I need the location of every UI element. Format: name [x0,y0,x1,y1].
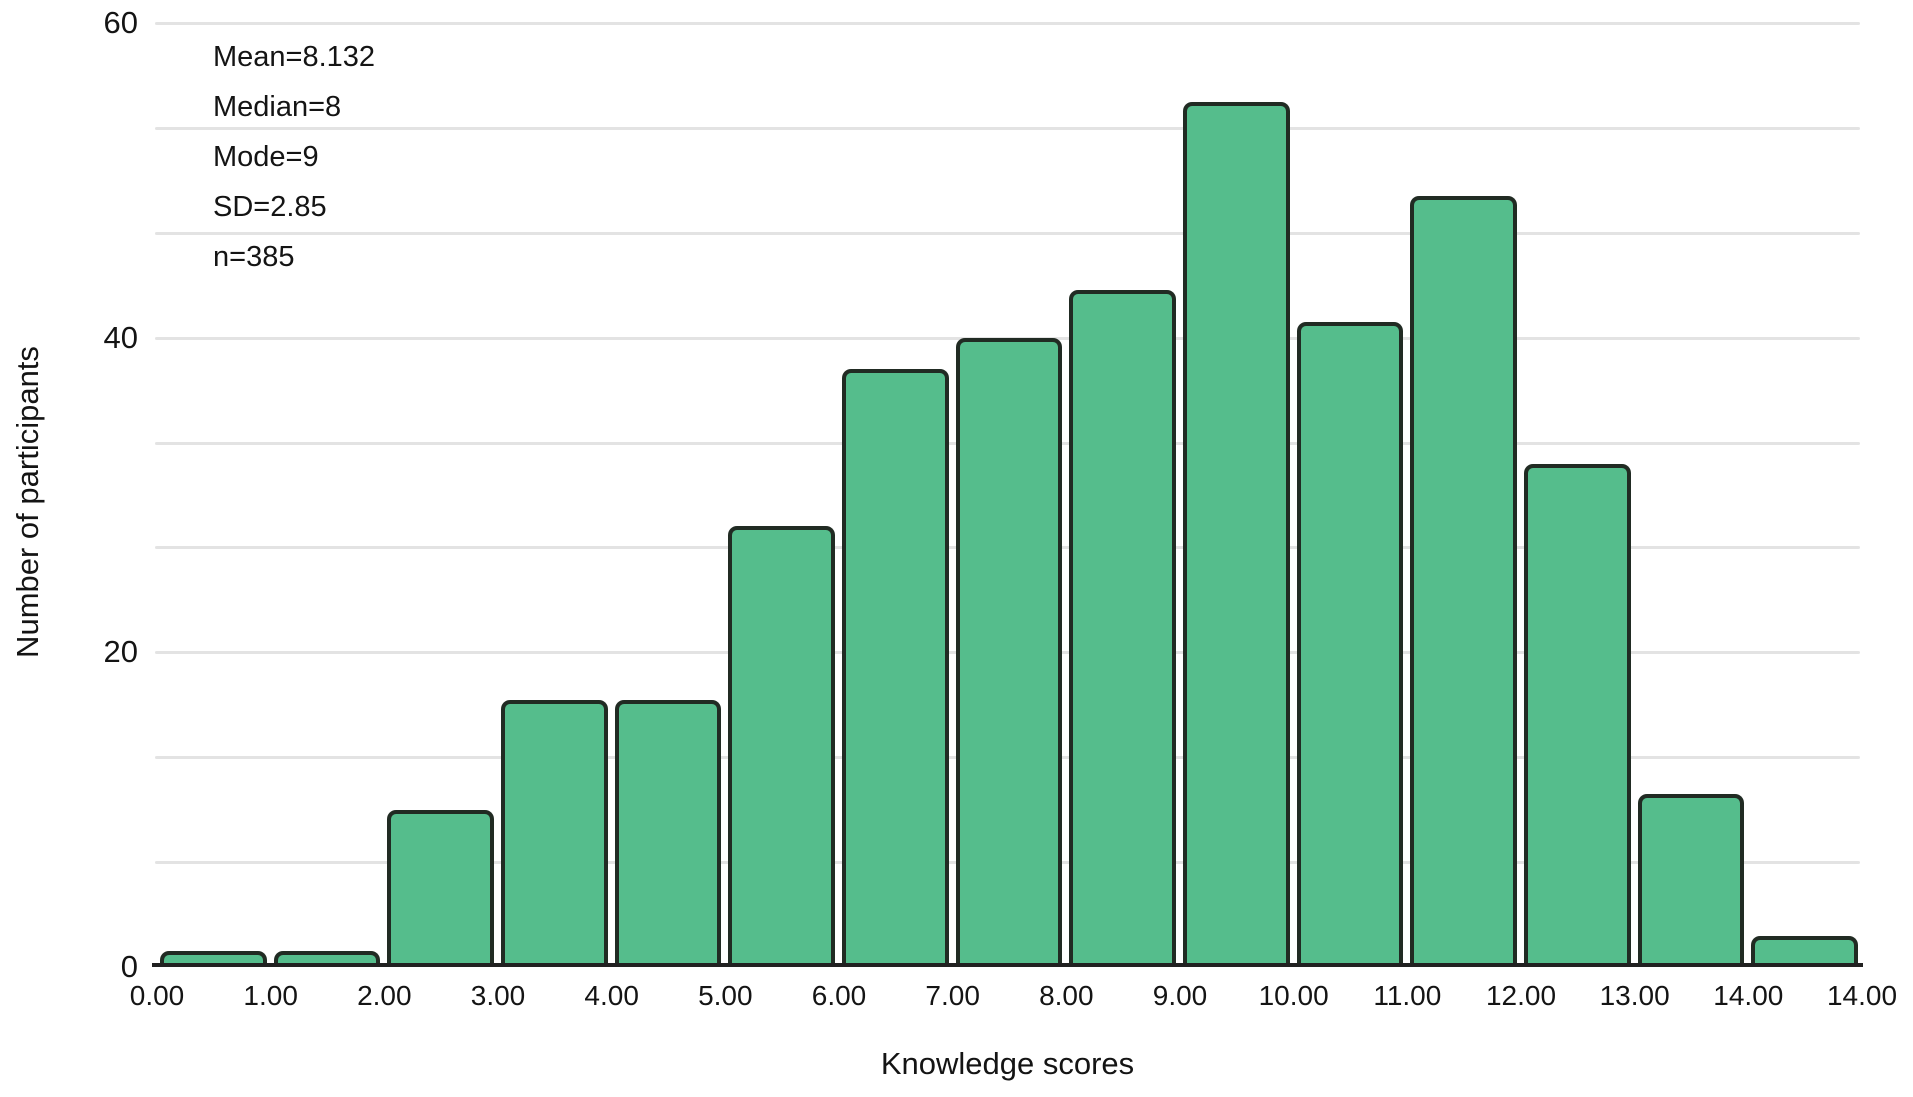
histogram-bar [1751,935,1858,967]
y-tick-label: 40 [103,319,138,355]
y-gridline [155,231,1860,235]
histogram-bar [1410,196,1517,967]
x-tick-label: 14.00 [1713,980,1784,1011]
stat-annotation: n=385 [213,241,295,273]
x-axis-line [152,963,1863,967]
histogram-bar [842,369,949,967]
x-tick-label: 9.00 [1152,980,1208,1011]
x-tick-label: 4.00 [584,980,639,1011]
y-tick-label: 0 [120,949,138,984]
x-tick-label: 12.00 [1485,980,1557,1011]
histogram-bar [1069,290,1176,967]
x-tick-label: 6.00 [811,980,867,1011]
x-tick-label: 1.00 [243,980,298,1011]
x-tick-label: 3.00 [470,980,526,1011]
y-gridline [155,21,1860,25]
histogram-bar [1637,793,1745,967]
stat-annotation: Mean=8.132 [213,41,376,73]
x-axis-title: Knowledge scores [880,1046,1135,1081]
x-tick-label: 14.00 [1826,980,1898,1011]
x-tick-label: 11.00 [1373,980,1442,1011]
x-tick-label: 13.00 [1599,980,1670,1011]
x-tick-label: 8.00 [1039,980,1094,1011]
histogram-bar [1524,463,1631,967]
stat-annotation: Median=8 [213,91,342,123]
y-axis-title: Number of participants [10,346,45,658]
y-tick-label: 20 [103,634,138,670]
x-tick-label: 5.00 [698,980,753,1011]
histogram-bar [1296,321,1404,967]
x-tick-label: 0.00 [129,980,185,1011]
histogram-bar [387,809,494,967]
histogram-bar [614,699,722,967]
histogram-bar [1183,101,1290,967]
histogram-bar [728,526,835,967]
histogram-bar [501,699,608,967]
histogram-bar [955,337,1063,967]
x-tick-label: 7.00 [925,980,980,1011]
y-tick-label: 60 [103,5,138,40]
x-tick-label: 10.00 [1258,980,1329,1011]
stat-annotation: Mode=9 [213,141,319,173]
y-gridline [155,126,1860,130]
x-tick-label: 2.00 [357,980,412,1011]
stat-annotation: SD=2.85 [213,191,327,223]
